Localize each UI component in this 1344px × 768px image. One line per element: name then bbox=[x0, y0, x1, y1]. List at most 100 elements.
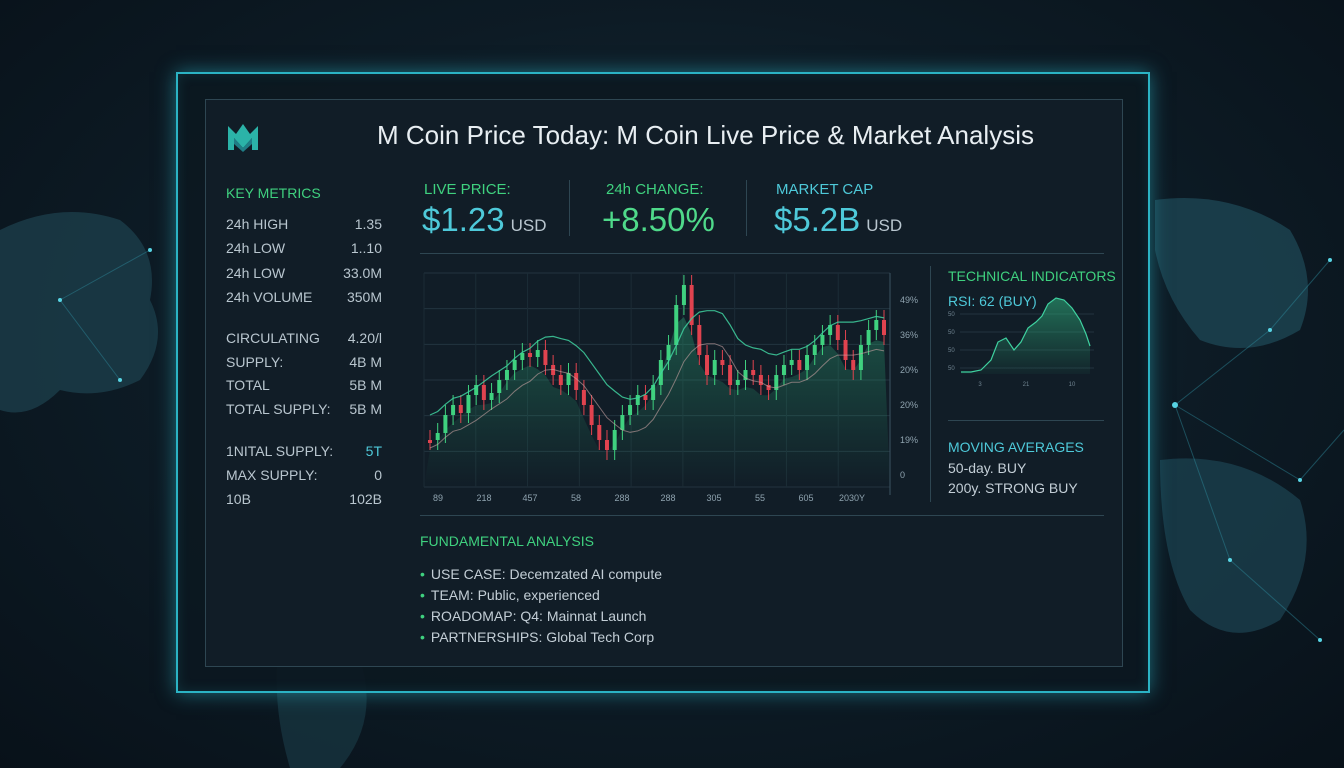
key-metric-label: 1NITAL SUPPLY: bbox=[226, 443, 334, 459]
candle bbox=[643, 395, 648, 400]
x-tick-label: 58 bbox=[571, 493, 581, 503]
section-divider bbox=[420, 253, 1104, 254]
fundamental-analysis-item: • USE CASE: Decemzated AI compute bbox=[420, 566, 662, 582]
candle bbox=[697, 325, 702, 355]
candle bbox=[581, 390, 586, 405]
key-metrics-title: KEY METRICS bbox=[226, 185, 321, 201]
bullet-icon: • bbox=[420, 566, 425, 582]
candle bbox=[458, 405, 463, 413]
candle bbox=[797, 360, 802, 370]
rsi-y-tick: 50 bbox=[948, 330, 955, 336]
candle bbox=[705, 355, 710, 375]
y-tick-label: 49% bbox=[900, 295, 918, 305]
moving-averages-title: MOVING AVERAGES bbox=[948, 439, 1084, 455]
rsi-y-tick: 50 bbox=[948, 348, 955, 354]
candle bbox=[751, 370, 756, 375]
key-metric-label: 24h LOW bbox=[226, 240, 286, 256]
fundamental-analysis-title: FUNDAMENTAL ANALYSIS bbox=[420, 533, 595, 549]
candle bbox=[451, 405, 456, 415]
rsi-label: RSI: 62 (BUY) bbox=[948, 293, 1037, 309]
fundamental-analysis-text: PARTNERSHIPS: Global Tech Corp bbox=[430, 629, 655, 645]
x-tick-label: 2030Y bbox=[839, 493, 865, 503]
key-metric-value: 5B M bbox=[349, 377, 382, 393]
y-tick-label: 19% bbox=[900, 435, 918, 445]
candle bbox=[858, 345, 863, 370]
x-tick-label: 288 bbox=[614, 493, 629, 503]
key-metric-value: 33.0M bbox=[343, 265, 382, 281]
key-metric-value: 1.35 bbox=[354, 216, 382, 232]
y-tick-label: 20% bbox=[900, 365, 918, 375]
market-cap: $5.2B USD bbox=[774, 201, 902, 239]
price-area bbox=[424, 317, 890, 487]
key-metric-label: 24h VOLUME bbox=[226, 289, 313, 305]
candle bbox=[520, 353, 525, 360]
key-metric-label: 24h LOW bbox=[226, 265, 286, 281]
candle bbox=[635, 395, 640, 405]
candle bbox=[774, 375, 779, 390]
candle bbox=[805, 355, 810, 370]
candle bbox=[481, 385, 486, 400]
candle bbox=[435, 433, 440, 440]
candle bbox=[497, 380, 502, 393]
x-tick-label: 55 bbox=[755, 493, 765, 503]
y-tick-label: 0 bbox=[900, 470, 905, 480]
y-tick-label: 20% bbox=[900, 400, 918, 410]
candle bbox=[781, 365, 786, 375]
rsi-y-tick: 50 bbox=[948, 312, 955, 318]
x-tick-label: 305 bbox=[706, 493, 721, 503]
candle bbox=[720, 360, 725, 365]
technical-indicators-title: TECHNICAL INDICATORS bbox=[948, 268, 1116, 284]
key-metric-value: 350M bbox=[346, 289, 382, 305]
key-metric-value: 0 bbox=[374, 467, 382, 483]
candle bbox=[812, 345, 817, 355]
x-tick-label: 457 bbox=[522, 493, 537, 503]
bullet-icon: • bbox=[420, 587, 425, 603]
stat-divider bbox=[569, 180, 570, 236]
key-metric-value: 5T bbox=[365, 443, 382, 459]
rsi-line bbox=[961, 297, 1091, 373]
candle bbox=[574, 373, 579, 390]
x-tick-label: 89 bbox=[433, 493, 443, 503]
key-metric-value: 4.20/l bbox=[347, 330, 382, 346]
fundamental-analysis-text: TEAM: Public, experienced bbox=[430, 587, 600, 603]
candle bbox=[551, 365, 556, 375]
live-price-value: $1.23 bbox=[422, 201, 505, 238]
candle bbox=[535, 350, 540, 357]
candle bbox=[628, 405, 633, 415]
bullet-icon: • bbox=[420, 608, 425, 624]
candle bbox=[651, 385, 656, 400]
candle bbox=[874, 320, 879, 330]
market-cap-label: MARKET CAP bbox=[776, 181, 874, 198]
section-divider bbox=[420, 515, 1104, 516]
fundamental-analysis-item: • PARTNERSHIPS: Global Tech Corp bbox=[420, 629, 654, 645]
candle bbox=[789, 360, 794, 365]
candle bbox=[835, 325, 840, 340]
candle bbox=[766, 385, 771, 390]
section-divider bbox=[948, 420, 1104, 421]
y-tick-label: 36% bbox=[900, 330, 918, 340]
candle bbox=[743, 370, 748, 380]
candle bbox=[428, 440, 432, 443]
live-price-unit: USD bbox=[510, 216, 547, 235]
candle bbox=[620, 415, 625, 430]
fundamental-analysis-text: USE CASE: Decemzated AI compute bbox=[430, 566, 663, 582]
moving-average-line bbox=[429, 310, 885, 416]
candle bbox=[866, 330, 871, 345]
fundamental-analysis-item: • ROADOMAP: Q4: Mainnat Launch bbox=[420, 608, 646, 624]
candle bbox=[689, 285, 694, 325]
candle bbox=[828, 325, 833, 335]
candle bbox=[543, 350, 548, 365]
candle bbox=[466, 395, 471, 413]
candle bbox=[843, 340, 848, 360]
rsi-x-tick: 3 bbox=[978, 382, 982, 388]
candle bbox=[443, 415, 448, 433]
rsi-x-tick: 10 bbox=[1069, 382, 1076, 388]
key-metric-label: SUPPLY: bbox=[226, 354, 284, 370]
fundamental-analysis-item: • TEAM: Public, experienced bbox=[420, 587, 600, 603]
price-chart[interactable]: 49% 36% 20% 20% 19% 0 89 218 457 58 288 288 305 55 605… bbox=[420, 265, 920, 515]
moving-average-50: 50-day. BUY bbox=[948, 460, 1027, 476]
bullet-icon: • bbox=[420, 629, 425, 645]
key-metric-label: TOTAL SUPPLY: bbox=[226, 401, 331, 417]
candle bbox=[666, 345, 671, 360]
key-metric-label: TOTAL bbox=[226, 377, 270, 393]
